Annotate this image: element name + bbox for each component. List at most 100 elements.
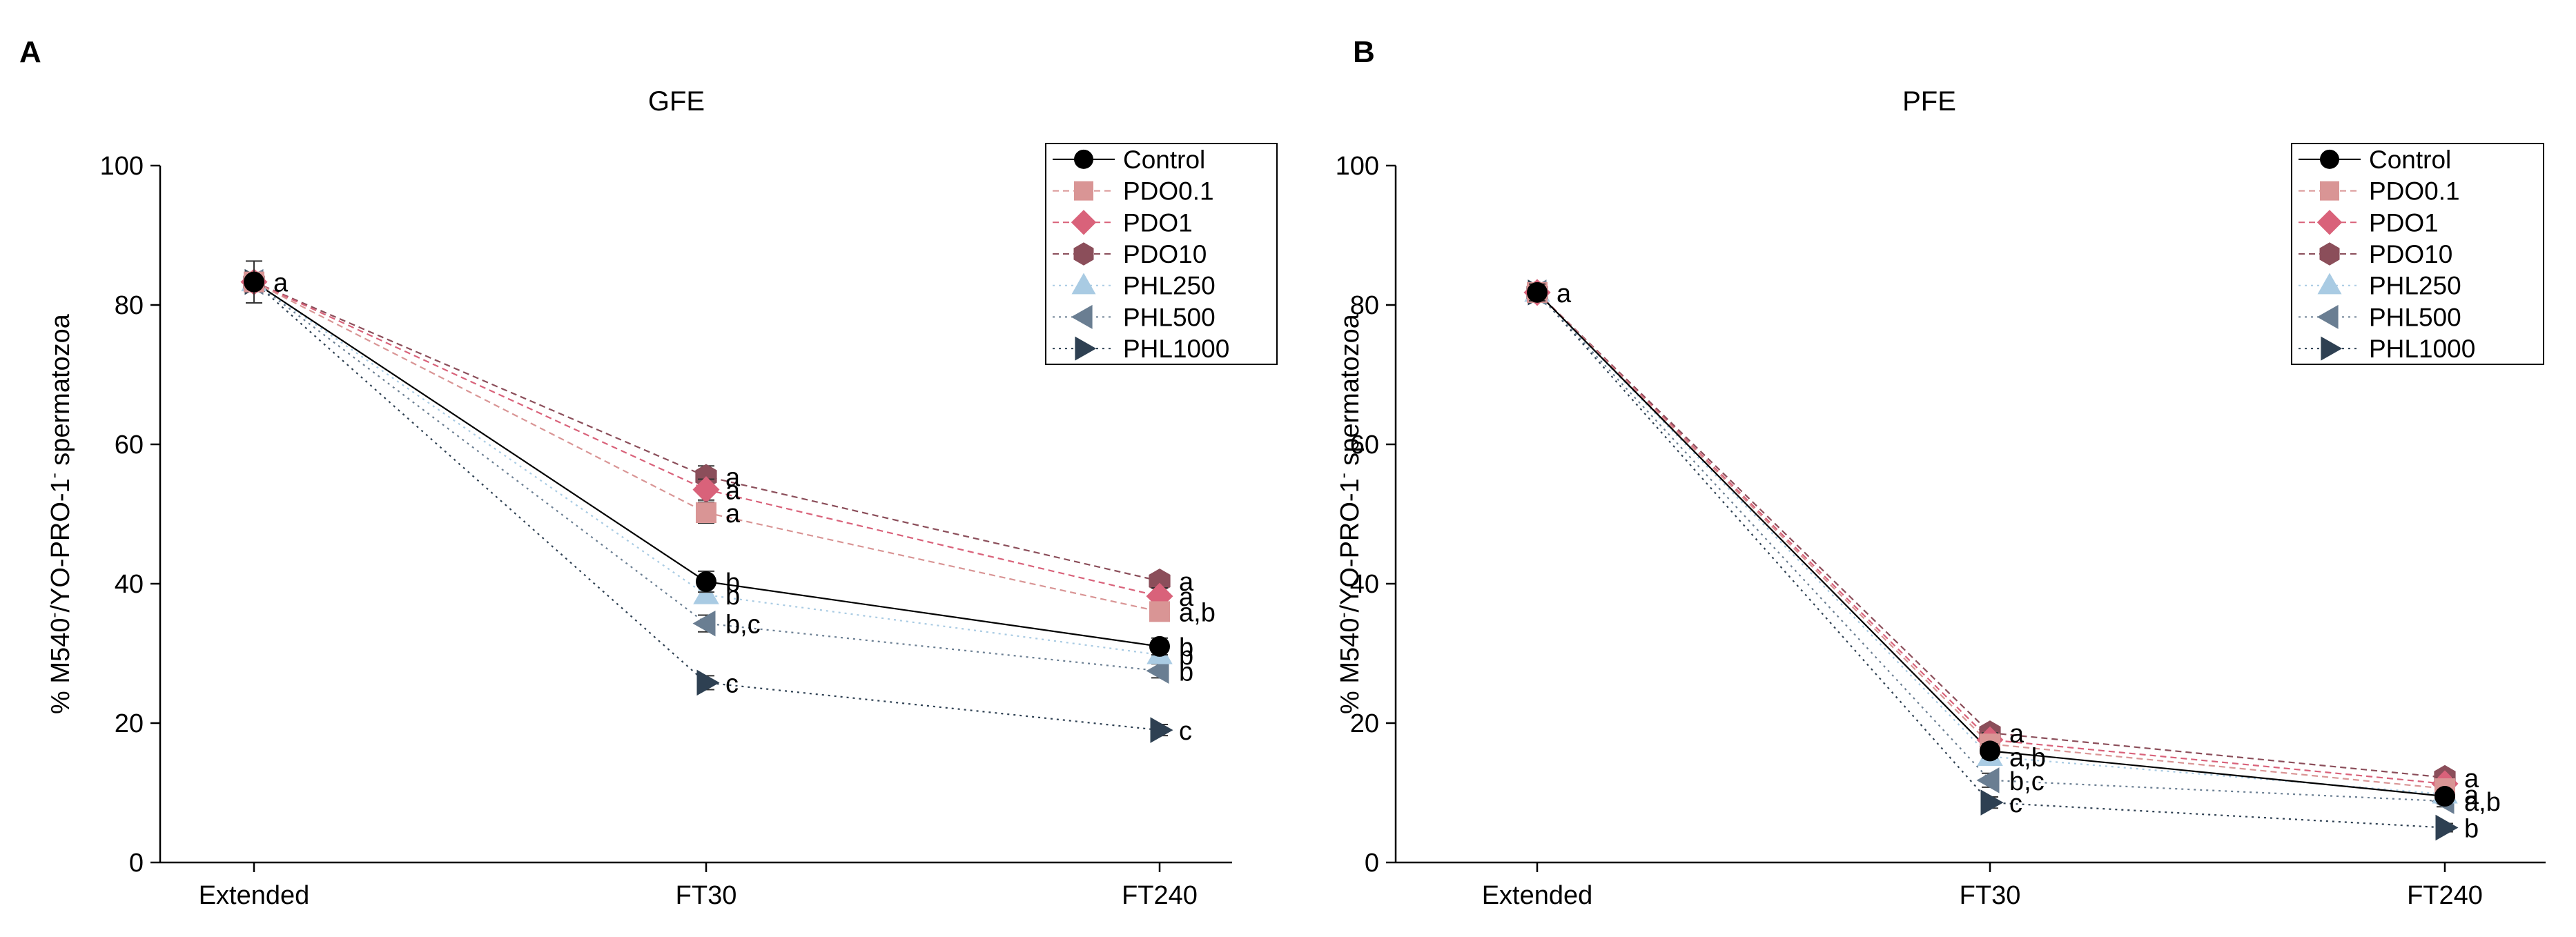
legend-marker [1075, 336, 1097, 361]
y-tick-label: 0 [1365, 849, 1379, 878]
series-line [1536, 292, 2446, 796]
legend-marker [1074, 149, 1093, 169]
legend-label: PDO1 [1123, 208, 1193, 237]
legend-marker [2321, 336, 2343, 361]
series-line [1536, 292, 2446, 778]
legend-marker [2316, 304, 2339, 329]
legend-marker [2317, 273, 2342, 295]
data-point [244, 271, 264, 293]
significance-label: c [725, 669, 739, 698]
significance-label: b [725, 569, 740, 598]
legend-label: Control [1123, 146, 1205, 174]
significance-label: b [2464, 815, 2479, 844]
data-point [1149, 635, 1170, 657]
legend-label: PHL250 [1123, 272, 1216, 300]
y-tick-label: 80 [1350, 291, 1379, 320]
y-tick-label: 0 [129, 849, 144, 878]
x-tick-label: FT30 [676, 881, 737, 910]
significance-label: b [1179, 642, 1193, 671]
significance-label: a [2464, 765, 2479, 793]
significance-label: a [1179, 568, 1194, 597]
data-point [2434, 786, 2455, 807]
data-point [1149, 601, 1170, 622]
data-point [692, 476, 720, 504]
significance-label: a,b [2009, 743, 2046, 772]
legend-marker [2319, 242, 2340, 266]
legend-label: Control [2369, 146, 2451, 174]
legend-marker [2316, 210, 2343, 235]
y-tick-label: 40 [115, 570, 144, 599]
series-line [1536, 292, 2446, 789]
data-point [696, 571, 716, 592]
series-line [253, 281, 1160, 613]
significance-label: b [1179, 633, 1193, 662]
data-point [1150, 717, 1173, 743]
data-point [1527, 282, 1548, 303]
significance-label: c [1179, 717, 1192, 746]
legend-marker [1074, 181, 1093, 201]
series-line [253, 281, 1160, 582]
y-tick-label: 80 [115, 291, 144, 320]
y-tick-label: 20 [1350, 709, 1379, 738]
chart-title: GFE [648, 86, 705, 117]
data-point [1980, 740, 2000, 762]
significance-label: a [2464, 781, 2479, 810]
legend-label: PHL500 [2369, 303, 2461, 331]
y-axis-label: % M540-/YO-PRO-1- spermatozoa [1334, 313, 1365, 714]
significance-label: b [1179, 658, 1193, 687]
y-tick-label: 40 [1350, 570, 1379, 599]
series-line [1536, 292, 2446, 785]
legend-label: PHL500 [1123, 303, 1216, 331]
significance-label: b,c [2009, 767, 2045, 796]
legend-label: PHL250 [2369, 272, 2461, 300]
chart-title: PFE [1902, 86, 1956, 117]
significance-label: a [1557, 279, 1572, 308]
data-point [1149, 569, 1171, 593]
significance-label: b,c [725, 611, 761, 640]
significance-label: a,b [2464, 788, 2501, 817]
y-tick-label: 20 [115, 709, 144, 738]
data-point [696, 669, 720, 696]
legend-label: PDO1 [2369, 208, 2439, 237]
significance-label: a [2009, 720, 2024, 749]
panel-b: B PFE 0 20 40 60 80 100 Extended FT30 FT240 % M540-… [1334, 35, 2546, 910]
significance-label: a [725, 463, 741, 492]
y-tick-label: 100 [1336, 152, 1379, 181]
x-tick-label: FT240 [2407, 881, 2483, 910]
data-point [2435, 814, 2459, 841]
data-point [696, 502, 716, 523]
significance-label: a [273, 269, 289, 298]
significance-label: a [725, 477, 741, 506]
significance-label: a [725, 500, 741, 529]
series-line [1536, 292, 2446, 798]
x-tick-label: Extended [199, 881, 310, 910]
panel-a: A GFE 0 20 40 60 80 100 Extended FT30 FT240 % M540-… [19, 35, 1278, 910]
significance-label: a [1179, 583, 1194, 612]
legend-marker [1073, 242, 1094, 266]
legend-marker [1071, 210, 1097, 235]
significance-label: c [2009, 789, 2022, 818]
significance-label: a,b [1179, 598, 1216, 627]
data-point [1146, 658, 1169, 684]
legend-label: PDO0.1 [2369, 177, 2460, 206]
x-tick-label: Extended [1482, 881, 1593, 910]
panel-label: B [1353, 35, 1375, 69]
x-tick-label: FT30 [1960, 881, 2021, 910]
legend-marker [2320, 149, 2339, 169]
y-tick-label: 60 [1350, 431, 1379, 460]
significance-label: b [725, 582, 740, 611]
y-axis-label: % M540-/YO-PRO-1- spermatozoa [45, 313, 75, 714]
legend-label: PDO10 [2369, 240, 2452, 268]
y-tick-label: 60 [115, 431, 144, 460]
legend-marker [2320, 181, 2339, 201]
legend-label: PHL1000 [1123, 335, 1229, 363]
legend-marker [1071, 304, 1093, 329]
data-point [1980, 789, 2004, 816]
y-tick-label: 100 [100, 152, 144, 181]
legend-marker [1071, 273, 1096, 295]
legend-label: PDO0.1 [1123, 177, 1214, 206]
data-point [1976, 767, 2000, 793]
data-point [693, 581, 719, 604]
